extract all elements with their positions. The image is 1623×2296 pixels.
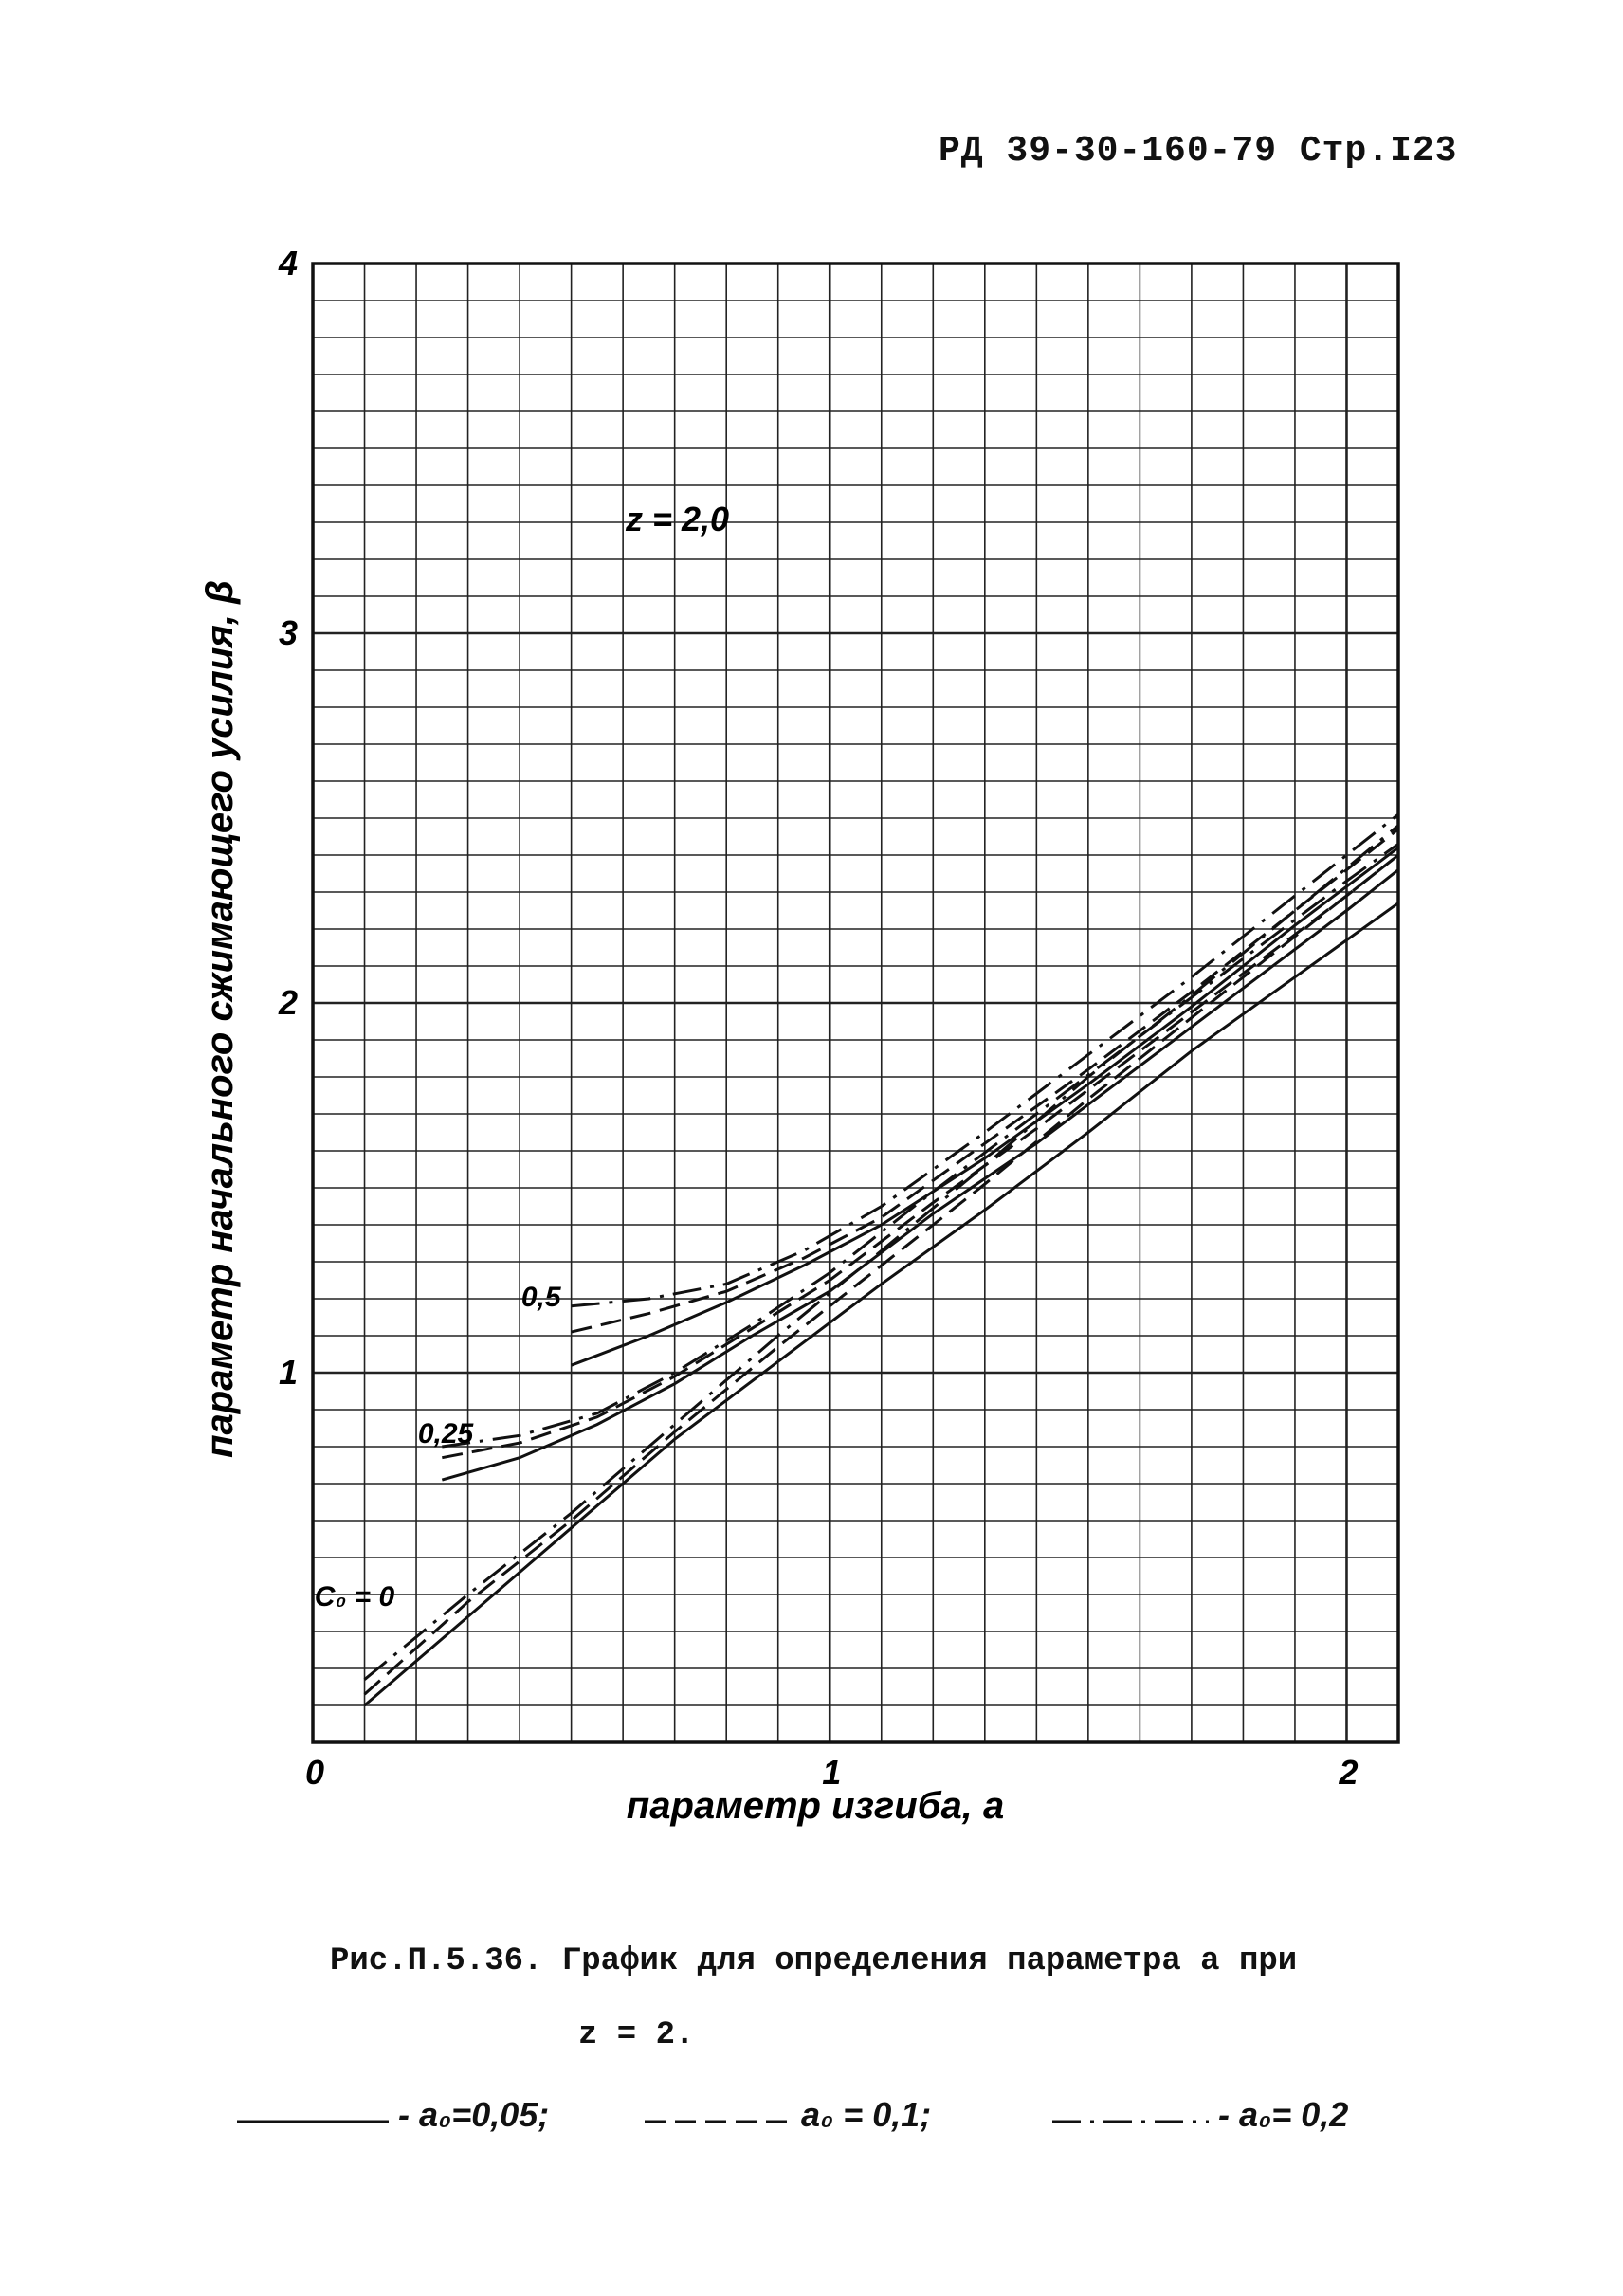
group-labels: C₀ = 0 0,25 0,5 bbox=[315, 1282, 562, 1613]
y-axis-label: параметр начального сжимающего усилия, β bbox=[199, 580, 241, 1458]
series-line-solid bbox=[571, 847, 1399, 1367]
series-line-solid bbox=[441, 868, 1399, 1482]
series-layer bbox=[363, 812, 1399, 1707]
figure-caption: Рис.П.5.36. График для определения парам… bbox=[330, 1943, 1298, 1979]
x-tick-label: 0 bbox=[305, 1753, 324, 1792]
y-tick-label: 1 bbox=[279, 1353, 298, 1392]
page-header: РД 39-30-160-79 Стр.I23 bbox=[939, 131, 1458, 172]
series-line-dashed bbox=[442, 853, 1399, 1460]
series-line-dashed bbox=[571, 828, 1399, 1334]
y-tick-label: 3 bbox=[279, 613, 298, 652]
chart-annotation: z = 2,0 bbox=[625, 500, 729, 538]
series-line-solid bbox=[363, 902, 1399, 1707]
x-tick-label: 1 bbox=[822, 1753, 841, 1792]
curve-group-label: 0,25 bbox=[418, 1418, 475, 1449]
series-line-dashdot bbox=[442, 843, 1399, 1449]
plot-border bbox=[311, 262, 1400, 1744]
figure-caption-z: z = 2. bbox=[578, 2017, 695, 2053]
legend-label-solid: - a₀=0,05; bbox=[398, 2095, 550, 2134]
plot-frame bbox=[311, 262, 1400, 1744]
x-tick-label: 2 bbox=[1338, 1753, 1358, 1792]
legend: - a₀=0,05; a₀ = 0,1; - a₀= 0,2 bbox=[237, 2086, 1422, 2161]
y-tick-label: 4 bbox=[278, 244, 298, 282]
curve-group-label: 0,5 bbox=[521, 1282, 562, 1313]
series-line-dashdot bbox=[363, 824, 1399, 1681]
legend-label-dashdot: - a₀= 0,2 bbox=[1218, 2095, 1349, 2134]
curve-group-label: C₀ = 0 bbox=[315, 1581, 395, 1613]
series-line-dashdot bbox=[571, 812, 1399, 1308]
legend-label-dashed: a₀ = 0,1; bbox=[801, 2095, 932, 2134]
series-line-dashed bbox=[363, 853, 1399, 1696]
legend-lines bbox=[237, 2120, 1209, 2123]
y-tick-label: 2 bbox=[278, 983, 298, 1022]
tick-labels: 0 1 2 1 2 3 4 bbox=[278, 244, 1359, 1792]
chart-grid bbox=[311, 262, 1399, 1744]
x-axis-label: параметр изгиба, a bbox=[627, 1785, 1004, 1827]
